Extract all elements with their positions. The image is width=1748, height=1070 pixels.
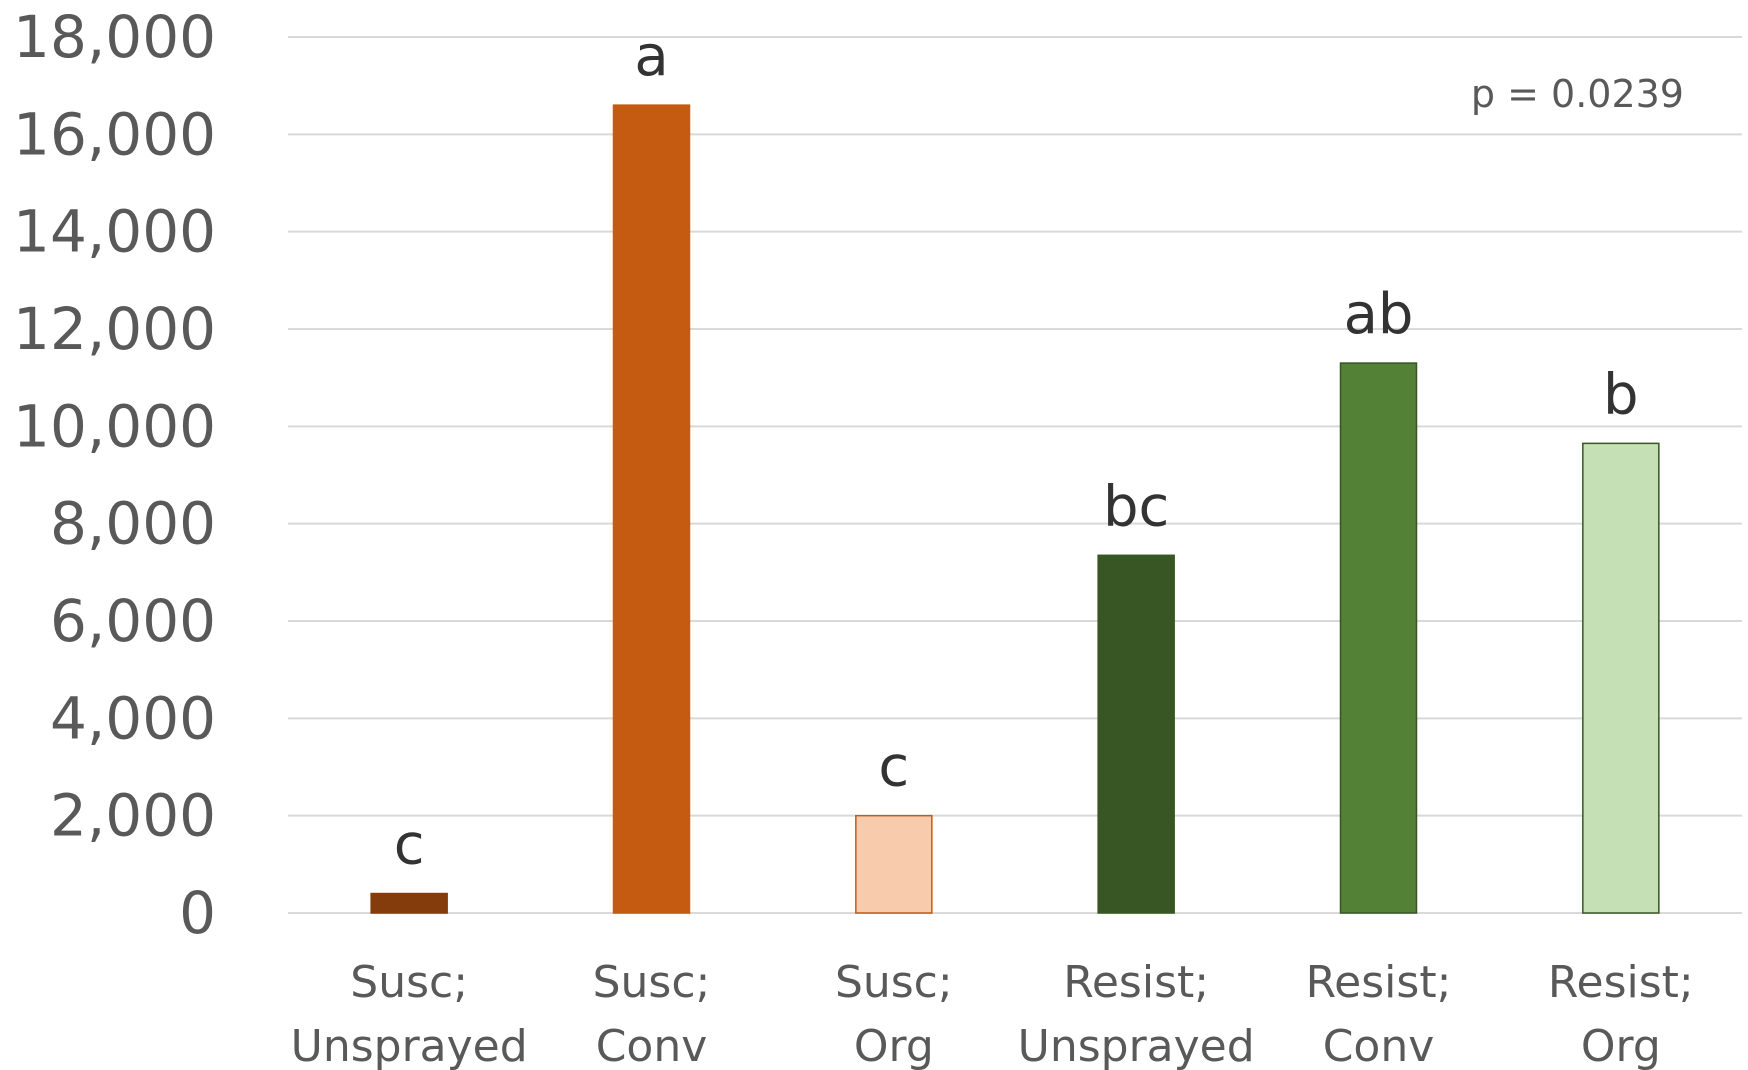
significance-letter: b xyxy=(1603,362,1639,427)
x-tick-label: Susc; xyxy=(350,957,468,1008)
y-tick-label: 10,000 xyxy=(13,392,216,460)
x-tick-label: Conv xyxy=(596,1021,708,1070)
bar xyxy=(370,892,448,914)
x-tick-label: Susc; xyxy=(835,957,953,1008)
y-axis: 0 2,000 4,000 6,000 8,000 10,000 12,000 14,000 1… xyxy=(13,3,216,947)
y-tick-label: 18,000 xyxy=(13,3,216,71)
y-tick-label: 2,000 xyxy=(50,782,216,850)
x-tick-label: Org xyxy=(854,1021,934,1070)
y-tick-label: 4,000 xyxy=(50,684,216,752)
significance-letter: ab xyxy=(1344,282,1414,347)
gridlines xyxy=(288,36,1742,914)
y-tick-label: 0 xyxy=(179,879,216,947)
x-tick-label: Resist; xyxy=(1063,957,1209,1008)
y-tick-label: 12,000 xyxy=(13,295,216,363)
y-tick-label: 8,000 xyxy=(50,490,216,558)
x-tick-label: Unsprayed xyxy=(291,1021,528,1070)
significance-letters: c a c bc ab b xyxy=(394,24,1639,877)
bar xyxy=(612,104,691,914)
bar xyxy=(1339,362,1418,914)
x-tick-label: Unsprayed xyxy=(1018,1021,1255,1070)
x-tick-label: Susc; xyxy=(593,957,711,1008)
bars xyxy=(370,104,1660,914)
p-value-annotation: p = 0.0239 xyxy=(1471,72,1684,116)
significance-letter: c xyxy=(394,813,425,878)
significance-letter: c xyxy=(878,735,909,800)
y-tick-label: 14,000 xyxy=(13,198,216,266)
bar xyxy=(1582,442,1660,914)
significance-letter: bc xyxy=(1103,474,1169,539)
y-tick-label: 16,000 xyxy=(13,100,216,168)
x-axis: Susc; Unsprayed Susc; Conv Susc; Org Resist; Un… xyxy=(291,957,1694,1070)
x-tick-label: Resist; xyxy=(1548,957,1694,1008)
y-tick-label: 6,000 xyxy=(50,587,216,655)
x-tick-label: Conv xyxy=(1323,1021,1435,1070)
x-tick-label: Resist; xyxy=(1306,957,1452,1008)
bar xyxy=(1097,554,1175,914)
x-tick-label: Org xyxy=(1581,1021,1661,1070)
bar xyxy=(855,814,933,914)
significance-letter: a xyxy=(634,24,668,89)
